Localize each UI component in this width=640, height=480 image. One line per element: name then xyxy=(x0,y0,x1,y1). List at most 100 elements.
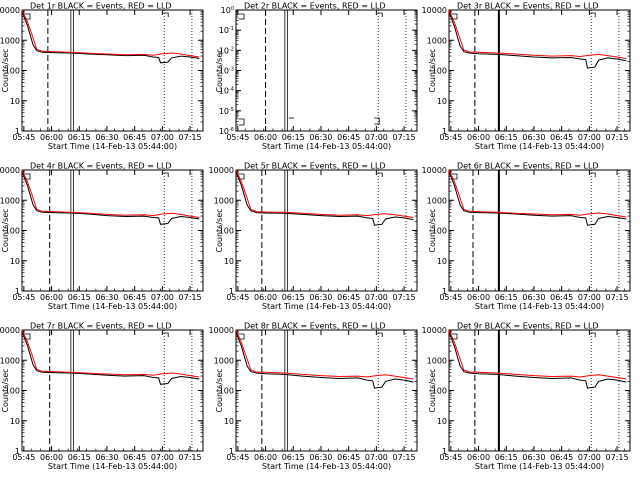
bracket-marker xyxy=(239,333,245,340)
y-axis-label: Counts/sec xyxy=(215,368,224,412)
x-tick-label: 06:45 xyxy=(337,453,360,462)
series-line-events xyxy=(448,331,627,389)
y-tick-label: 100 xyxy=(432,227,447,236)
x-tick-label: 07:00 xyxy=(578,133,601,142)
bracket-marker xyxy=(25,333,31,340)
y-tick-label: 1000 xyxy=(0,196,20,205)
y-tick-label: 1000 xyxy=(0,356,20,365)
x-tick-label: 07:00 xyxy=(151,453,174,462)
x-tick-label: 06:15 xyxy=(282,293,305,302)
y-tick-label: 1000 xyxy=(427,36,447,45)
bracket-marker xyxy=(590,332,596,337)
bracket-marker xyxy=(239,118,245,126)
series-line-events xyxy=(448,171,627,226)
plot-frame xyxy=(448,329,631,452)
y-tick-label: 10 xyxy=(224,417,234,426)
y-tick-label: 10000 xyxy=(422,166,447,175)
y-tick-label: 10-1 xyxy=(219,26,234,35)
x-tick-label: 05:45 xyxy=(439,453,462,462)
series-line-events xyxy=(21,331,200,385)
x-tick-label: 05:45 xyxy=(439,133,462,142)
plot-frame xyxy=(21,9,204,132)
x-tick-label: 06:00 xyxy=(40,293,63,302)
x-tick-label: 05:45 xyxy=(226,293,249,302)
y-tick-label: 10-2 xyxy=(219,46,234,55)
y-tick-label: 1000 xyxy=(214,196,234,205)
x-axis-label: Start Time (14-Feb-13 05:44:00) xyxy=(262,302,391,311)
x-axis-label: Start Time (14-Feb-13 05:44:00) xyxy=(475,462,604,471)
x-axis-label: Start Time (14-Feb-13 05:44:00) xyxy=(48,462,177,471)
panel-det-5: Det 5r BLACK = Events, RED = LLD 1 10 100 10… xyxy=(209,162,418,311)
series-line-events xyxy=(21,171,200,225)
panel-det-8: Det 8r BLACK = Events, RED = LLD 1 10 100 10… xyxy=(209,322,418,471)
x-tick-label: 06:15 xyxy=(68,133,91,142)
series-line-lld xyxy=(21,9,200,58)
bracket-marker xyxy=(163,12,169,17)
x-tick-label: 07:15 xyxy=(393,133,416,142)
x-tick-label: 07:15 xyxy=(179,293,202,302)
x-tick-label: 07:00 xyxy=(365,453,388,462)
x-tick-label: 06:15 xyxy=(68,293,91,302)
y-tick-label: 100 xyxy=(219,227,234,236)
x-tick-label: 06:30 xyxy=(522,453,545,462)
x-tick-label: 07:15 xyxy=(606,293,629,302)
x-tick-label: 06:30 xyxy=(95,453,118,462)
y-tick-label: 1000 xyxy=(427,356,447,365)
x-axis-label: Start Time (14-Feb-13 05:44:00) xyxy=(475,302,604,311)
series-line-events xyxy=(448,11,627,69)
x-tick-label: 07:15 xyxy=(606,133,629,142)
series-line-lld xyxy=(448,169,627,218)
bracket-marker xyxy=(163,332,169,337)
x-tick-label: 06:15 xyxy=(495,133,518,142)
y-tick-label: 10 xyxy=(10,257,20,266)
y-tick-label: 10 xyxy=(10,417,20,426)
x-tick-label: 05:45 xyxy=(226,453,249,462)
y-tick-label: 10000 xyxy=(0,166,20,175)
x-tick-label: 05:45 xyxy=(12,453,35,462)
y-tick-label: 10000 xyxy=(422,326,447,335)
bracket-marker xyxy=(452,13,458,20)
x-tick-label: 07:00 xyxy=(151,293,174,302)
series-line-events xyxy=(235,331,414,389)
series-line-lld xyxy=(21,329,200,378)
panel-title: Det 5r BLACK = Events, RED = LLD xyxy=(244,162,386,171)
y-tick-label: 1 xyxy=(15,127,20,136)
panel-det-9: Det 9r BLACK = Events, RED = LLD 1 10 100 10… xyxy=(422,322,631,471)
y-tick-label: 10 xyxy=(437,417,447,426)
bracket-marker xyxy=(374,117,380,125)
x-tick-label: 06:45 xyxy=(123,453,146,462)
x-tick-label: 07:00 xyxy=(578,293,601,302)
panel-title: Det 6r BLACK = Events, RED = LLD xyxy=(457,162,599,171)
panel-title: Det 1r BLACK = Events, RED = LLD xyxy=(30,2,172,11)
panel-title: Det 2r BLACK = Events, RED = LLD xyxy=(244,2,386,11)
y-axis-label: Counts/sec xyxy=(1,208,10,252)
y-tick-label: 10 xyxy=(10,97,20,106)
y-tick-label: 10000 xyxy=(209,326,234,335)
x-axis-label: Start Time (14-Feb-13 05:44:00) xyxy=(475,142,604,151)
plot-frame xyxy=(448,9,631,132)
bracket-marker xyxy=(377,332,383,337)
bracket-marker xyxy=(25,173,31,180)
panel-det-7: Det 7r BLACK = Events, RED = LLD 1 10 100 10… xyxy=(0,322,204,471)
bracket-marker xyxy=(590,172,596,177)
y-tick-label: 10000 xyxy=(0,6,20,15)
y-tick-label: 1000 xyxy=(214,356,234,365)
x-tick-label: 07:15 xyxy=(393,453,416,462)
y-tick-label: 100 xyxy=(5,387,20,396)
plot-frame xyxy=(448,169,631,292)
bracket-marker xyxy=(452,333,458,340)
plot-frame xyxy=(235,169,418,292)
y-tick-label: 10000 xyxy=(209,166,234,175)
y-axis-label: Counts/sec xyxy=(1,368,10,412)
series-line-events xyxy=(235,171,414,226)
series-line-lld xyxy=(448,9,627,59)
series-line-lld xyxy=(448,329,627,380)
y-tick-label: 1 xyxy=(229,287,234,296)
x-tick-label: 06:30 xyxy=(309,293,332,302)
series-line-lld xyxy=(21,169,200,218)
x-tick-label: 07:15 xyxy=(606,453,629,462)
x-tick-label: 06:45 xyxy=(337,293,360,302)
y-tick-label: 10-5 xyxy=(219,107,234,116)
x-tick-label: 06:45 xyxy=(550,453,573,462)
y-tick-label: 100 xyxy=(432,67,447,76)
